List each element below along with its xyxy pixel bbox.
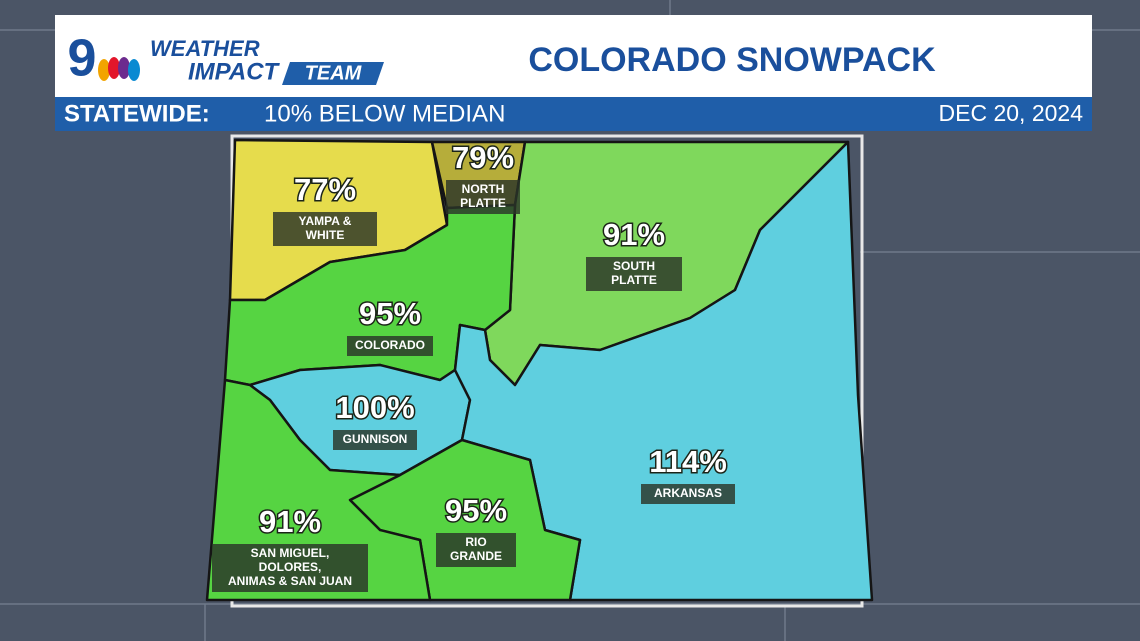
region-label: WHITE — [306, 228, 345, 242]
title: COLORADO SNOWPACK — [528, 41, 936, 79]
header-bar — [55, 15, 1092, 97]
region-percent: 91% — [603, 217, 665, 252]
region-label: NORTH — [462, 182, 505, 196]
region-label: PLATTE — [611, 273, 657, 287]
date: DEC 20, 2024 — [939, 100, 1084, 126]
region-label-box — [333, 430, 417, 450]
region-percent: 77% — [294, 172, 356, 207]
logo-team-bg — [282, 62, 384, 85]
region-label-box — [347, 336, 433, 356]
region-percent: 79% — [452, 140, 514, 175]
region-label: COLORADO — [355, 338, 425, 352]
region-percent: 114% — [649, 444, 727, 479]
region-label: SAN MIGUEL, — [251, 546, 330, 560]
subheader-bar — [55, 97, 1092, 131]
region-label-box — [446, 180, 520, 214]
region-label-box — [586, 257, 682, 291]
logo-weather: WEATHER — [150, 36, 260, 61]
region-label-box — [436, 533, 516, 567]
statewide-label: STATEWIDE: — [64, 100, 210, 127]
region-label: GRANDE — [450, 549, 502, 563]
region-label-box — [212, 544, 368, 592]
region-label-box — [273, 212, 377, 246]
region-label: YAMPA & — [299, 214, 352, 228]
region-percent: 91% — [259, 504, 321, 539]
region-label: SOUTH — [613, 259, 655, 273]
region-label: DOLORES, — [259, 560, 322, 574]
statewide-value: 10% BELOW MEDIAN — [264, 100, 505, 127]
peacock-logo — [98, 57, 140, 81]
region-label: RIO — [465, 535, 486, 549]
region-percent: 95% — [445, 493, 507, 528]
region-label-box — [641, 484, 735, 504]
region-label: PLATTE — [460, 196, 506, 210]
region-labels: 77%YAMPA &WHITE79%NORTHPLATTE91%SOUTHPLA… — [212, 139, 735, 592]
region-label: ARKANSAS — [654, 486, 722, 500]
logo-team: TEAM — [305, 62, 363, 84]
region-percent: 95% — [359, 296, 421, 331]
logo-impact: IMPACT — [188, 58, 281, 85]
region-label: GUNNISON — [343, 432, 408, 446]
region-label: ANIMAS & SAN JUAN — [228, 574, 352, 588]
logo-number: 9 — [68, 30, 97, 88]
region-percent: 100% — [335, 390, 414, 425]
